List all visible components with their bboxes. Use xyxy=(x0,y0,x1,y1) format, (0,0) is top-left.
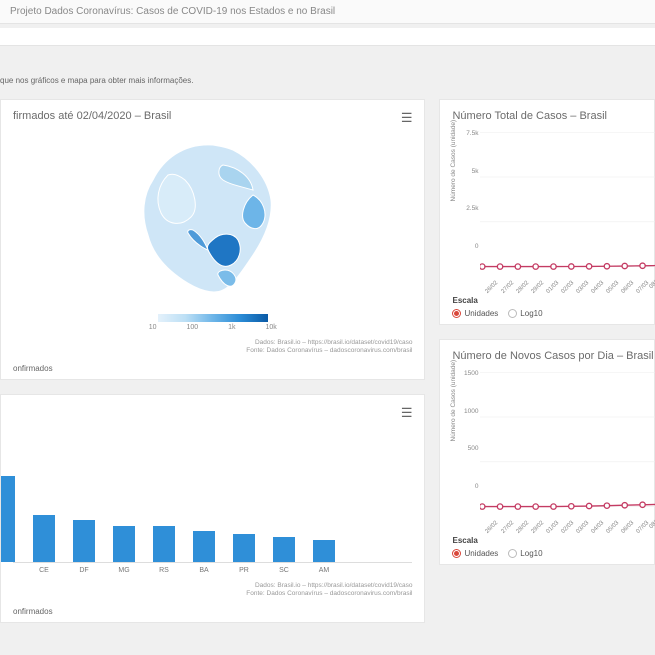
legend-tick: 10 xyxy=(149,324,157,331)
bar-card: ☰ CE DF MG RS BA PR SC AM Dados: Brasil.io – ht… xyxy=(0,394,425,623)
legend-tick: 100 xyxy=(186,324,198,331)
legend-tick: 10k xyxy=(265,324,276,331)
x-tick: 27/02 xyxy=(500,280,515,295)
page-title: Projeto Dados Coronavírus: Casos de COVI… xyxy=(10,6,335,17)
bar-label: AM xyxy=(313,567,335,574)
radio-unidades[interactable]: Unidades xyxy=(452,549,498,558)
total-line-chart[interactable]: Número de Casos (unidade) 7.5k 5k 2.5k 0 xyxy=(452,130,654,280)
map-card: firmados até 02/04/2020 – Brasil ☰ xyxy=(0,99,425,380)
bar-x-labels: CE DF MG RS BA PR SC AM xyxy=(13,563,412,574)
map-title: firmados até 02/04/2020 – Brasil xyxy=(13,110,412,122)
new-cases-card: Número de Novos Casos por Dia – Brasil N… xyxy=(439,339,655,565)
y-axis-label: Número de Casos (unidade) xyxy=(450,120,457,202)
radio-icon xyxy=(508,309,517,318)
x-tick: 02/03 xyxy=(560,520,575,535)
x-tick: 06/03 xyxy=(620,520,635,535)
bar-label: MG xyxy=(113,567,135,574)
bar[interactable] xyxy=(153,526,175,562)
map-legend: 10 100 1k 10k xyxy=(13,314,412,331)
x-tick: 04/03 xyxy=(590,280,605,295)
x-tick: 26/02 xyxy=(485,520,500,535)
hamburger-icon[interactable]: ☰ xyxy=(401,405,413,421)
bar[interactable] xyxy=(193,531,215,562)
bar[interactable] xyxy=(73,520,95,562)
bar[interactable] xyxy=(273,537,295,562)
bar-label: DF xyxy=(73,567,95,574)
sub-header xyxy=(0,28,655,46)
legend-gradient xyxy=(158,314,268,322)
novos-title: Número de Novos Casos por Dia – Brasil xyxy=(452,350,654,362)
x-tick: 08/ xyxy=(648,280,655,290)
radio-log10[interactable]: Log10 xyxy=(508,309,542,318)
x-tick: 04/03 xyxy=(590,520,605,535)
radio-icon xyxy=(508,549,517,558)
bar[interactable] xyxy=(33,515,55,562)
bar[interactable] xyxy=(313,540,335,562)
radio-log10[interactable]: Log10 xyxy=(508,549,542,558)
x-tick: 28/02 xyxy=(515,280,530,295)
bar[interactable] xyxy=(233,534,255,562)
x-tick: 07/03 xyxy=(635,280,650,295)
x-tick: 29/02 xyxy=(530,520,545,535)
source-line: Dados: Brasil.io – https://brasil.io/dat… xyxy=(13,582,412,590)
legend-tick: 1k xyxy=(228,324,235,331)
x-tick: 03/03 xyxy=(575,280,590,295)
bar-label: SC xyxy=(273,567,295,574)
x-ticks: 26/0227/0228/0229/0201/0302/0303/0304/03… xyxy=(452,280,654,286)
bar[interactable] xyxy=(113,526,135,562)
x-ticks: 26/0227/0228/0229/0201/0302/0303/0304/03… xyxy=(452,520,654,526)
bar-label: RS xyxy=(153,567,175,574)
radio-unidades[interactable]: Unidades xyxy=(452,309,498,318)
bar-source: Dados: Brasil.io – https://brasil.io/dat… xyxy=(13,582,412,599)
y-axis-label: Número de Casos (unidade) xyxy=(450,360,457,442)
x-tick: 01/03 xyxy=(545,280,560,295)
x-tick: 28/02 xyxy=(515,520,530,535)
total-title: Número Total de Casos – Brasil xyxy=(452,110,654,122)
bar-label: BA xyxy=(193,567,215,574)
hamburger-icon[interactable]: ☰ xyxy=(401,110,413,126)
x-tick: 08/ xyxy=(648,520,655,530)
x-tick: 02/03 xyxy=(560,280,575,295)
x-tick: 06/03 xyxy=(620,280,635,295)
radio-icon xyxy=(452,309,461,318)
x-tick: 03/03 xyxy=(575,520,590,535)
source-line: Dados: Brasil.io – https://brasil.io/dat… xyxy=(13,339,412,347)
y-ticks: 7.5k 5k 2.5k 0 xyxy=(460,130,478,250)
map-source: Dados: Brasil.io – https://brasil.io/dat… xyxy=(13,339,412,356)
bar-footer-label: onfirmados xyxy=(13,607,412,616)
x-tick: 05/03 xyxy=(605,520,620,535)
escala-label: Escala xyxy=(452,296,654,305)
source-line: Fonte: Dados Coronavírus – dadoscoronavi… xyxy=(13,347,412,355)
x-tick: 29/02 xyxy=(530,280,545,295)
x-tick: 26/02 xyxy=(485,280,500,295)
x-tick: 05/03 xyxy=(605,280,620,295)
bar[interactable] xyxy=(1,476,15,562)
radio-icon xyxy=(452,549,461,558)
y-ticks: 1500 1000 500 0 xyxy=(460,370,478,490)
source-line: Fonte: Dados Coronavírus – dadoscoronavi… xyxy=(13,590,412,598)
x-tick: 27/02 xyxy=(500,520,515,535)
total-cases-card: Número Total de Casos – Brasil Número de… xyxy=(439,99,655,325)
scale-radio-group: Unidades Log10 xyxy=(452,309,654,318)
hint-text: que nos gráficos e mapa para obter mais … xyxy=(0,46,655,91)
escala-label: Escala xyxy=(452,536,654,545)
map-footer-label: onfirmados xyxy=(13,364,412,373)
bar-label: CE xyxy=(33,567,55,574)
page-header: Projeto Dados Coronavírus: Casos de COVI… xyxy=(0,0,655,24)
x-tick: 01/03 xyxy=(545,520,560,535)
x-tick: 07/03 xyxy=(635,520,650,535)
bar-label: PR xyxy=(233,567,255,574)
scale-radio-group: Unidades Log10 xyxy=(452,549,654,558)
bar-chart[interactable] xyxy=(13,423,412,563)
novos-line-chart[interactable]: Número de Casos (unidade) 1500 1000 500 … xyxy=(452,370,654,520)
brazil-map[interactable] xyxy=(13,130,412,310)
